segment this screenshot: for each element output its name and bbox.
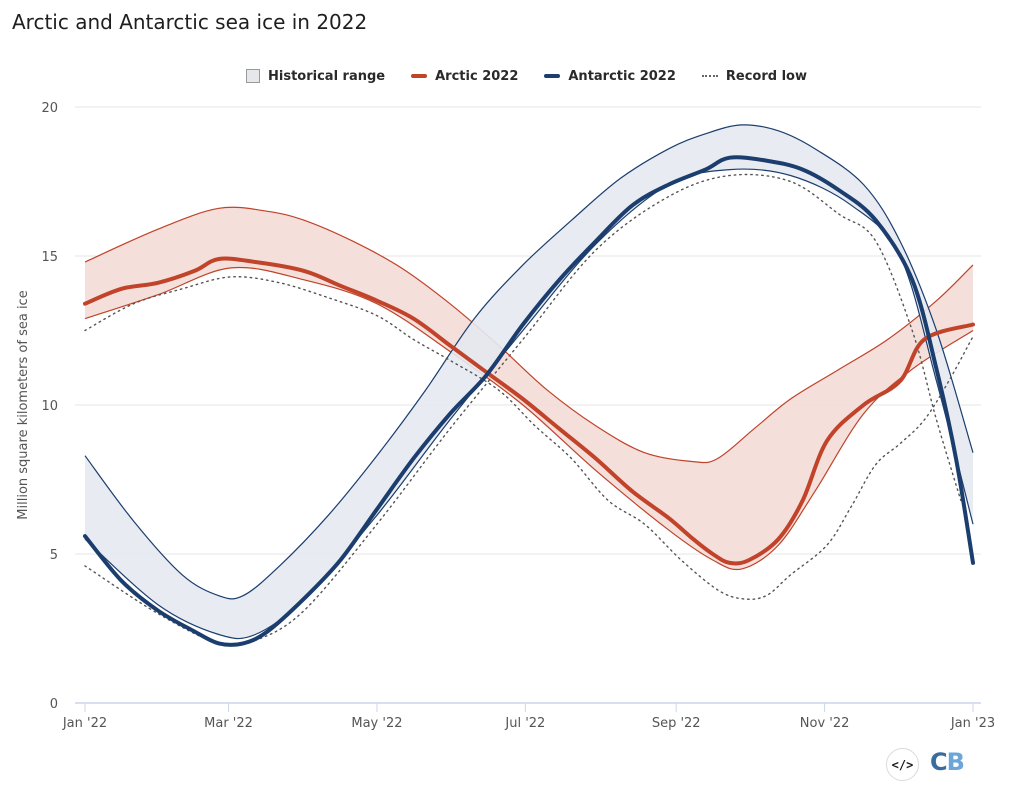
arctic-record-low-line	[84, 276, 974, 600]
y-tick-label: 20	[41, 101, 58, 116]
antarctic-line-swatch-icon	[544, 74, 561, 78]
y-tick-label: 15	[41, 250, 58, 265]
legend-item-arctic-2022[interactable]: Arctic 2022	[411, 69, 518, 84]
y-tick-label: 0	[50, 697, 58, 712]
legend-item-antarctic-2022[interactable]: Antarctic 2022	[544, 69, 676, 84]
legend-label: Historical range	[268, 68, 386, 84]
legend-label: Antarctic 2022	[568, 68, 676, 84]
x-tick-label: Jan '22	[62, 716, 107, 731]
x-tick-label: Mar '22	[204, 716, 253, 731]
chart-title: Arctic and Antarctic sea ice in 2022	[12, 10, 368, 34]
legend-item-historical-range[interactable]: Historical range	[246, 69, 385, 84]
historical-ranges	[84, 124, 974, 640]
y-tick-label: 10	[41, 399, 58, 414]
legend: Historical range Arctic 2022 Antarctic 2…	[246, 66, 807, 86]
x-tick-label: May '22	[351, 716, 402, 731]
antarctic-historical-range-band	[85, 124, 973, 639]
x-axis: Jan '22 Mar '22 May '22 Jul '22 Sep '22 Nov '…	[62, 702, 995, 731]
arctic-line-swatch-icon	[411, 74, 428, 78]
legend-label: Record low	[725, 68, 807, 84]
x-tick-label: Sep '22	[652, 716, 701, 731]
dotted-line-swatch-icon	[701, 75, 718, 79]
logo-letter-c: C	[930, 748, 948, 776]
y-axis-title: Million square kilometers of sea ice	[16, 290, 31, 519]
antarctic-2022-line[interactable]	[83, 155, 975, 647]
arctic-historical-range-lower-edge	[84, 266, 974, 571]
x-tick-label: Nov '22	[800, 716, 850, 731]
y-axis: 0 5 10 15 20	[41, 101, 58, 712]
antarctic-historical-range-upper-edge	[84, 124, 974, 600]
embed-code-button[interactable]: </>	[886, 748, 919, 781]
y-tick-label: 5	[50, 548, 58, 563]
x-tick-label: Jul '22	[504, 716, 545, 731]
year-2022-lines	[83, 155, 975, 647]
record-low-lines	[84, 173, 974, 647]
range-swatch-icon	[246, 69, 260, 83]
arctic-historical-range-band	[85, 207, 973, 570]
embed-code-icon: </>	[891, 757, 914, 772]
arctic-historical-range-upper-edge	[84, 206, 974, 464]
legend-item-record-low[interactable]: Record low	[701, 68, 807, 84]
legend-label: Arctic 2022	[435, 68, 519, 84]
logo-letter-b: B	[946, 748, 965, 776]
x-tick-label: Jan '23	[950, 716, 995, 731]
antarctic-record-low-line	[84, 173, 962, 647]
carbon-brief-logo[interactable]: CB	[930, 748, 965, 776]
arctic-2022-line[interactable]	[83, 256, 975, 566]
